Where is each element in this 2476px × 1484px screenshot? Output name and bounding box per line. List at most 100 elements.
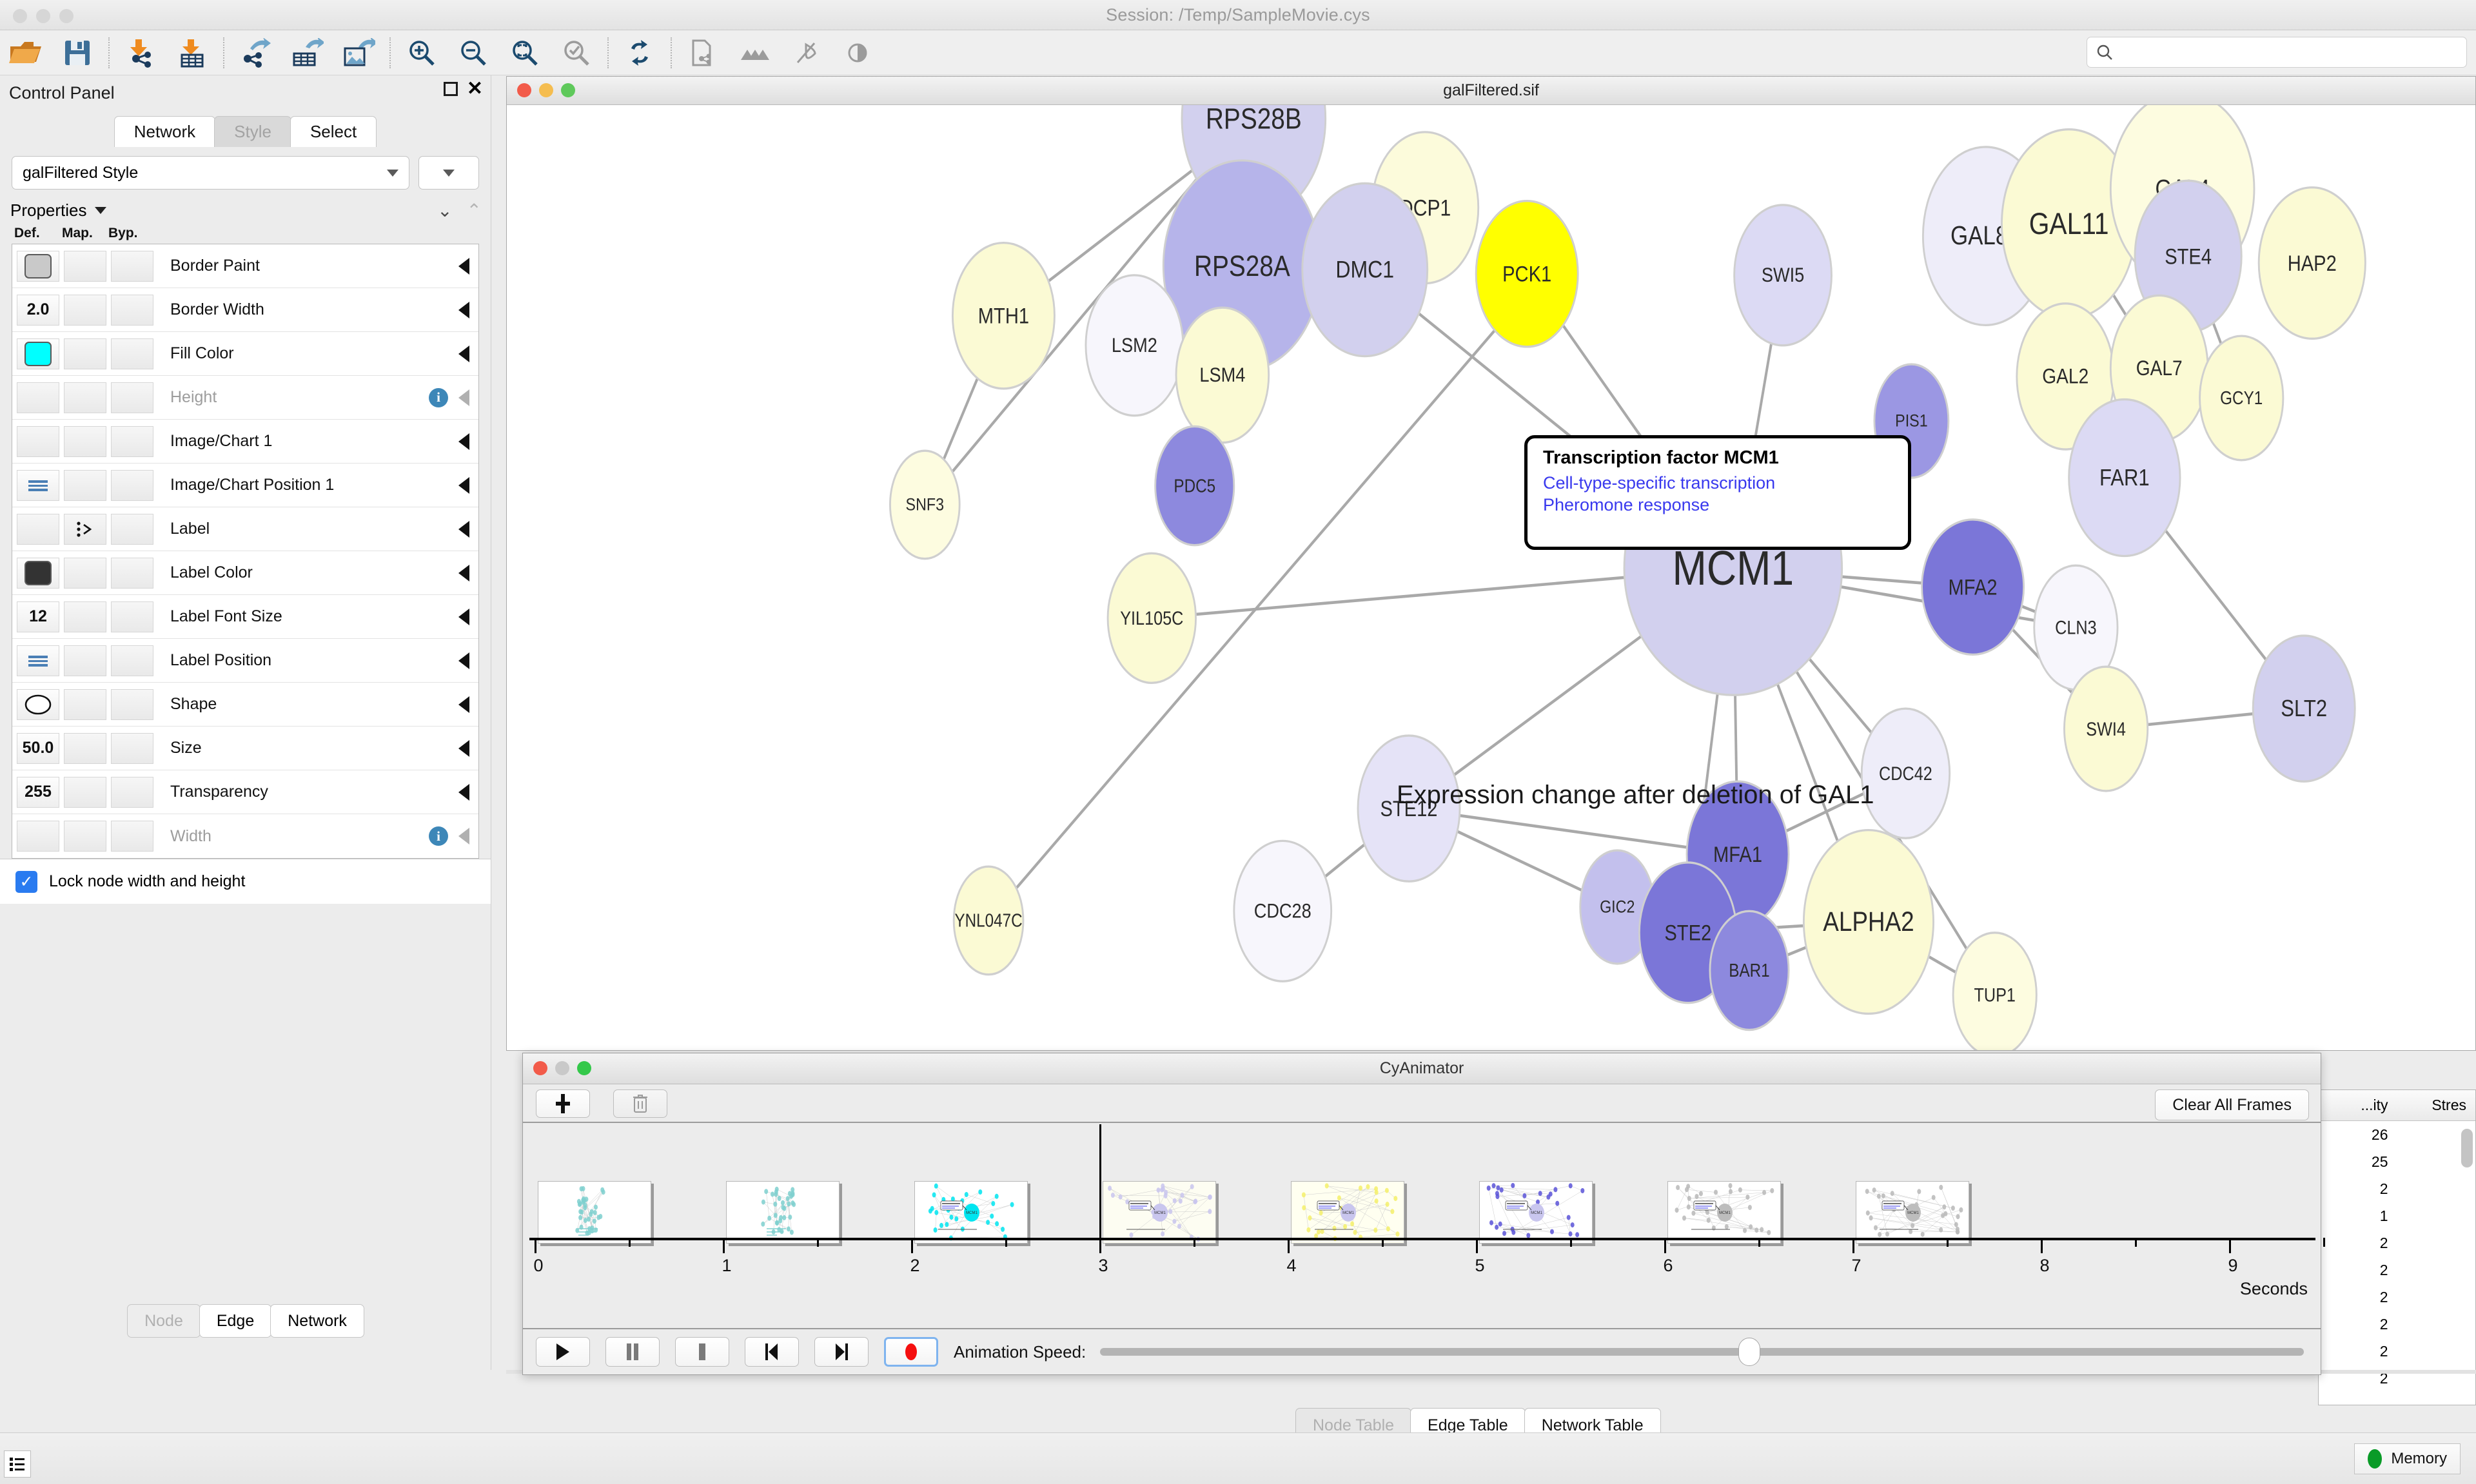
timeline-frame[interactable]: MCM1: [1856, 1181, 1969, 1244]
network-edge[interactable]: [987, 266, 1550, 922]
network-window-controls[interactable]: [517, 83, 575, 97]
property-row[interactable]: Image/Chart 1: [12, 420, 478, 464]
network-node[interactable]: TUP1: [1952, 932, 2038, 1050]
tab-select[interactable]: Select: [290, 116, 377, 147]
property-bypass-cell[interactable]: [111, 776, 153, 808]
expand-property-icon[interactable]: [458, 345, 469, 362]
clear-all-frames-button[interactable]: Clear All Frames: [2155, 1089, 2309, 1120]
table-row[interactable]: 25: [2319, 1148, 2475, 1175]
zoom-in-icon[interactable]: [396, 34, 447, 72]
timeline-frame[interactable]: MCM1: [1291, 1181, 1404, 1244]
property-default-cell[interactable]: 255: [17, 776, 59, 808]
expand-property-icon[interactable]: [458, 389, 469, 406]
info-icon[interactable]: i: [429, 826, 448, 846]
edge-table-scrollbar[interactable]: [2461, 1129, 2473, 1167]
minimize-network-dot[interactable]: [539, 83, 553, 97]
network-node[interactable]: GIC2: [1579, 849, 1656, 965]
property-bypass-cell[interactable]: [111, 425, 153, 457]
table-row[interactable]: 2: [2319, 1311, 2475, 1338]
property-bypass-cell[interactable]: [111, 821, 153, 852]
property-row[interactable]: Image/Chart Position 1: [12, 464, 478, 507]
property-mapping-cell[interactable]: [64, 557, 106, 589]
new-network-icon[interactable]: [677, 34, 729, 72]
property-mapping-cell[interactable]: [64, 382, 106, 413]
float-panel-icon[interactable]: [443, 82, 458, 96]
close-panel-icon[interactable]: ✕: [466, 78, 483, 99]
expand-property-icon[interactable]: [458, 520, 469, 538]
expand-property-icon[interactable]: [458, 476, 469, 494]
table-row[interactable]: 2: [2319, 1338, 2475, 1365]
network-graph[interactable]: RPS28BDCP1RPS28ADMC1PCK1SWI5GAL80GAL11GA…: [507, 105, 2475, 1050]
export-table-icon[interactable]: [281, 34, 333, 72]
property-default-cell[interactable]: [17, 821, 59, 852]
property-row[interactable]: 255 Transparency: [12, 770, 478, 814]
open-folder-icon[interactable]: [0, 34, 52, 72]
show-icon[interactable]: [832, 34, 883, 72]
network-edge[interactable]: [1408, 806, 1738, 856]
save-icon[interactable]: [52, 34, 103, 72]
tab-style[interactable]: Style: [214, 116, 291, 147]
add-frame-button[interactable]: [536, 1089, 590, 1118]
property-bypass-cell[interactable]: [111, 645, 153, 676]
expand-property-icon[interactable]: [458, 783, 469, 801]
expand-property-icon[interactable]: [458, 652, 469, 669]
timeline-playhead[interactable]: [1099, 1124, 1101, 1238]
property-mapping-cell[interactable]: [64, 294, 106, 326]
node-ellipse[interactable]: [2199, 335, 2284, 462]
record-button[interactable]: [884, 1337, 938, 1367]
network-node[interactable]: SWI5: [1733, 204, 1832, 347]
close-cyanimator-dot[interactable]: [533, 1061, 547, 1075]
network-node[interactable]: SLT2: [2252, 634, 2356, 783]
table-row[interactable]: 1: [2319, 1202, 2475, 1229]
expand-property-icon[interactable]: [458, 564, 469, 581]
node-ellipse[interactable]: [1301, 182, 1429, 358]
expand-property-icon[interactable]: [458, 608, 469, 625]
timeline-frame[interactable]: MCM1: [1479, 1181, 1593, 1244]
stop-button[interactable]: [675, 1337, 729, 1367]
zoom-out-icon[interactable]: [447, 34, 499, 72]
export-network-icon[interactable]: [230, 34, 281, 72]
network-node[interactable]: SNF3: [889, 449, 961, 560]
table-row[interactable]: 26: [2319, 1121, 2475, 1148]
network-node[interactable]: MFA2: [1921, 518, 2025, 656]
property-mapping-cell[interactable]: [64, 645, 106, 676]
property-row[interactable]: Fill Color: [12, 332, 478, 376]
timeline-frame[interactable]: [726, 1181, 840, 1244]
zoom-selected-icon[interactable]: [551, 34, 602, 72]
maximize-network-dot[interactable]: [561, 83, 575, 97]
layout-icon[interactable]: [729, 34, 780, 72]
tab-network[interactable]: Network: [113, 116, 216, 147]
table-row[interactable]: 2: [2319, 1365, 2475, 1392]
expand-property-icon[interactable]: [458, 828, 469, 845]
import-network-icon[interactable]: [115, 34, 166, 72]
network-node[interactable]: MTH1: [951, 241, 1056, 390]
property-mapping-cell[interactable]: [64, 250, 106, 282]
property-row[interactable]: 50.0 Size: [12, 727, 478, 770]
property-row[interactable]: Label Position: [12, 639, 478, 683]
close-network-dot[interactable]: [517, 83, 531, 97]
network-node[interactable]: BAR1: [1709, 910, 1790, 1031]
node-ellipse[interactable]: [1802, 828, 1934, 1015]
network-node[interactable]: PCK1: [1475, 200, 1579, 348]
node-ellipse[interactable]: [1860, 707, 1951, 839]
expand-property-icon[interactable]: [458, 696, 469, 713]
style-dropdown[interactable]: galFiltered Style: [12, 156, 409, 190]
property-bypass-cell[interactable]: [111, 601, 153, 632]
property-mapping-cell[interactable]: [64, 513, 106, 545]
network-node[interactable]: LSM4: [1175, 306, 1270, 444]
network-node[interactable]: STE12: [1357, 734, 1461, 883]
property-mapping-cell[interactable]: [64, 469, 106, 501]
network-node[interactable]: ALPHA2: [1802, 828, 1934, 1015]
node-ellipse[interactable]: [2068, 398, 2181, 558]
property-mapping-cell[interactable]: [64, 776, 106, 808]
animation-speed-slider[interactable]: [1100, 1338, 2304, 1366]
import-table-icon[interactable]: [166, 34, 218, 72]
property-default-cell[interactable]: [17, 338, 59, 369]
network-node[interactable]: YNL047C: [952, 865, 1025, 976]
node-ellipse[interactable]: [2257, 186, 2366, 340]
property-row[interactable]: Width i: [12, 814, 478, 858]
network-node[interactable]: YIL105C: [1106, 552, 1197, 685]
property-bypass-cell[interactable]: [111, 250, 153, 282]
network-node[interactable]: CDC42: [1860, 707, 1951, 839]
property-default-cell[interactable]: [17, 645, 59, 676]
